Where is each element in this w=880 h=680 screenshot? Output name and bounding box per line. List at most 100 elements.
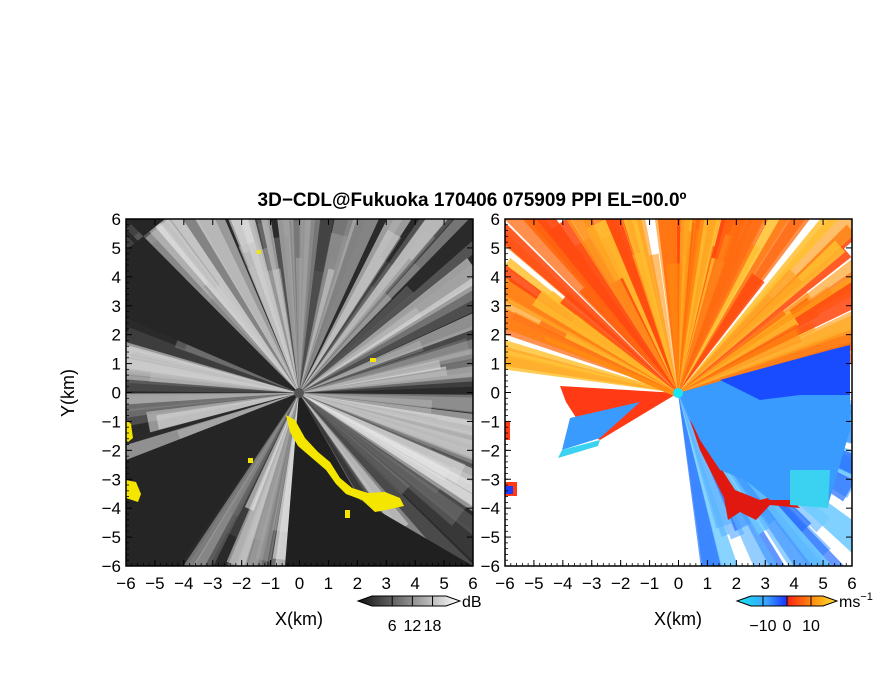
echo-ray — [299, 393, 473, 562]
reflectivity-colorbar-bar — [356, 595, 462, 607]
reflectivity-x-tick-label: 5 — [439, 574, 448, 593]
velocity-x-tick-label: 4 — [789, 574, 798, 593]
velocity-colorbar-tick-label: −10 — [749, 618, 776, 635]
reflectivity-image — [126, 219, 473, 566]
echo-ray — [268, 393, 299, 566]
echo-ray — [299, 393, 473, 512]
echo-ray — [505, 308, 678, 393]
echo-ray — [299, 364, 473, 393]
echo-ray — [299, 268, 335, 393]
echo-ray — [299, 219, 357, 393]
echo-ray — [299, 219, 321, 393]
echo-ray — [299, 219, 412, 393]
velocity-y-tick-label: 6 — [491, 210, 500, 229]
velocity-colorbar-unit-base: ms — [839, 594, 860, 611]
velocity-colorbar-tick-label: 0 — [783, 618, 792, 635]
echo-ray — [299, 285, 414, 393]
echo-ray — [126, 219, 299, 393]
echo-ray — [261, 219, 299, 393]
velocity-cells-west-upper — [505, 422, 510, 440]
velocity-x-tick-label: −4 — [553, 574, 572, 593]
echo-ray — [299, 393, 473, 494]
echo-ray — [678, 273, 765, 393]
echo-ray — [192, 393, 299, 566]
reflectivity-x-tick-label: 2 — [353, 574, 362, 593]
echo-ray — [678, 308, 787, 393]
echo-ray — [126, 393, 299, 405]
velocity-y-tick-label: 5 — [491, 239, 500, 258]
echo-ray — [632, 251, 678, 393]
reflectivity-y-tick-label: 6 — [112, 210, 121, 229]
reflectivity-x-tick-label: −6 — [116, 574, 135, 593]
flagged-cell-4 — [345, 510, 350, 518]
velocity-y-tick-label: −6 — [481, 557, 500, 576]
echo-ray — [191, 393, 299, 566]
echo-ray — [299, 313, 473, 393]
velocity-y-tick-label: 1 — [491, 355, 500, 374]
velocity-x-tick-label: −3 — [582, 574, 601, 593]
reflectivity-y-tick-label: −4 — [102, 499, 121, 518]
echo-ray — [678, 323, 802, 393]
reflectivity-colorbar-tick-label: 18 — [424, 618, 442, 635]
velocity-x-tick-label: 6 — [847, 574, 856, 593]
echo-ray — [289, 219, 306, 393]
echo-ray — [678, 268, 803, 393]
echo-ray — [238, 241, 299, 393]
echo-ray — [290, 219, 311, 393]
velocity-y-tick-label: 4 — [491, 268, 500, 287]
echo-ray — [505, 339, 678, 393]
reflectivity-y-tick-label: −3 — [102, 470, 121, 489]
reflectivity-y-tick-label: −5 — [102, 528, 121, 547]
velocity-band-west-approaching — [562, 402, 640, 450]
echo-ray — [174, 339, 299, 393]
velocity-streak-west — [545, 336, 678, 397]
velocity-region-east — [720, 345, 850, 400]
echo-ray — [194, 219, 299, 393]
velocity-cells-west-edge-inner — [505, 486, 513, 494]
echo-ray — [299, 219, 449, 393]
echo-ray — [244, 393, 299, 511]
echo-ray — [299, 347, 473, 393]
echo-ray — [299, 258, 421, 393]
reflectivity-y-tick-label: −1 — [102, 412, 121, 431]
echo-ray — [299, 393, 473, 412]
velocity-y-tick-label: 0 — [491, 384, 500, 403]
echo-ray — [678, 393, 721, 566]
echo-ray — [204, 296, 299, 393]
echo-ray — [241, 219, 299, 393]
flagged-cell-3 — [248, 458, 253, 463]
echo-ray — [299, 359, 441, 393]
echo-ray — [148, 239, 299, 393]
chart-title: 3D−CDL@Fukuoka 170406 075909 PPI EL=00.0… — [258, 190, 687, 211]
reflectivity-y-tick-label: 2 — [112, 326, 121, 345]
velocity-x-tick-label: 2 — [732, 574, 741, 593]
reflectivity-x-tick-label: −3 — [203, 574, 222, 593]
echo-ray — [505, 346, 678, 393]
reflectivity-y-tick-label: 0 — [112, 384, 121, 403]
echo-ray — [299, 393, 473, 566]
velocity-x-axis-title: X(km) — [654, 609, 702, 629]
reflectivity-colorbar-tick-label: 12 — [403, 618, 421, 635]
echo-ray — [299, 232, 348, 393]
flagged-region-ridge — [286, 415, 404, 512]
echo-ray — [299, 258, 473, 393]
echo-ray — [148, 219, 299, 393]
no-return-wedge-w — [126, 393, 299, 566]
echo-ray — [242, 251, 299, 393]
echo-ray — [678, 393, 733, 529]
echo-ray — [532, 289, 678, 393]
echo-ray — [126, 393, 299, 418]
echo-ray — [295, 257, 303, 393]
flagged-region-west-lower — [126, 480, 141, 502]
radar-site-marker — [673, 388, 683, 398]
velocity-x-tick-label: −2 — [611, 574, 630, 593]
echo-ray — [678, 393, 833, 566]
echo-ray — [299, 393, 473, 461]
flagged-cell-1 — [257, 250, 261, 254]
echo-ray — [678, 286, 833, 393]
velocity-band-west-outer — [558, 440, 600, 458]
echo-ray — [299, 219, 379, 393]
